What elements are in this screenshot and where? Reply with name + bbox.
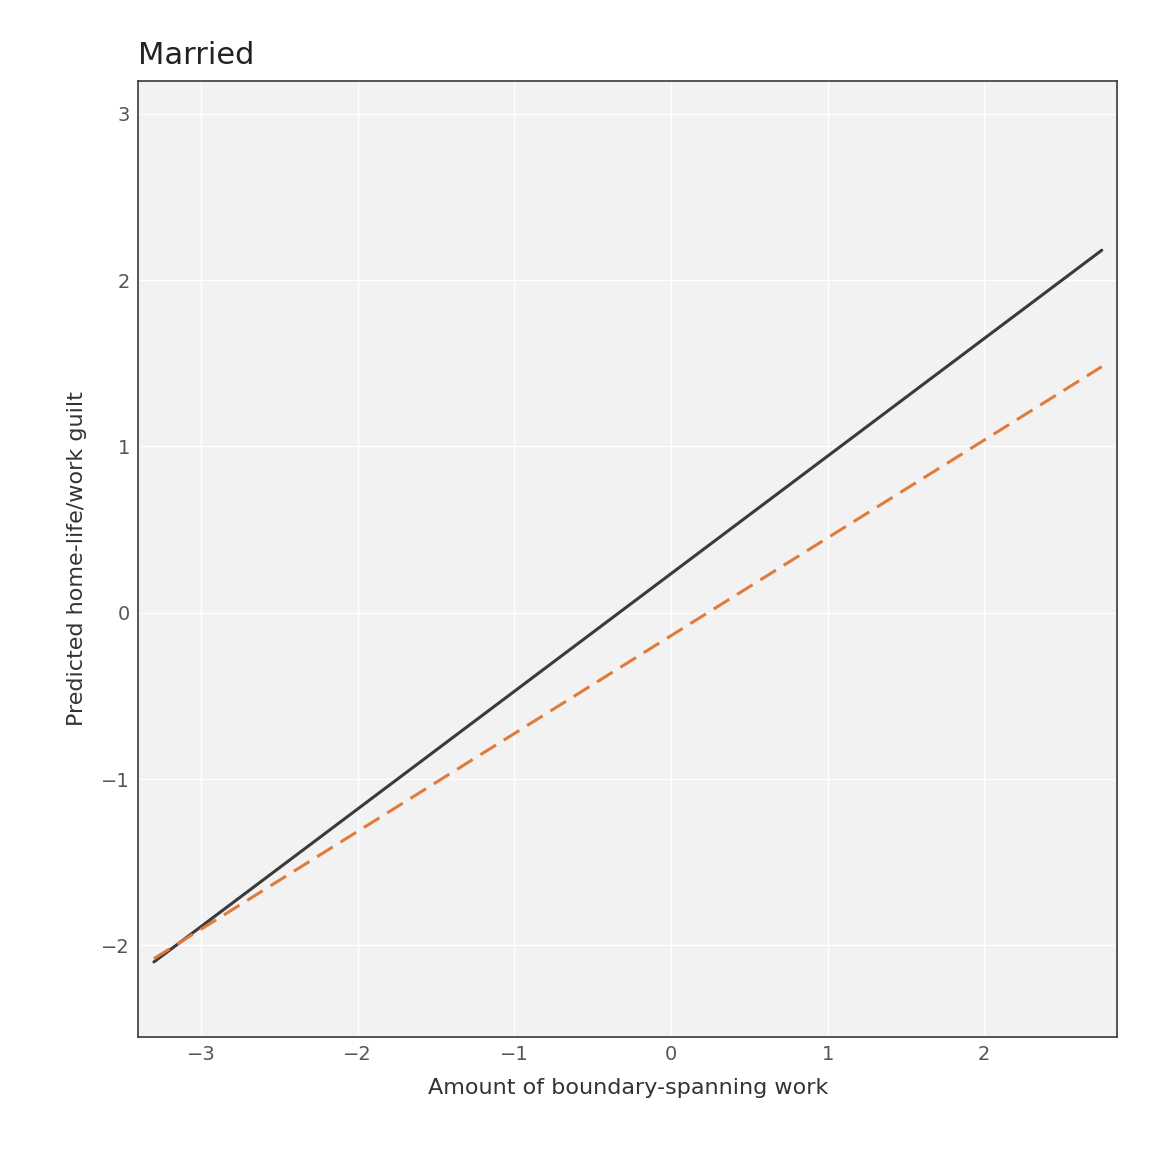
- Text: Married: Married: [138, 41, 255, 70]
- Y-axis label: Predicted home-life/work guilt: Predicted home-life/work guilt: [67, 392, 88, 726]
- X-axis label: Amount of boundary-spanning work: Amount of boundary-spanning work: [427, 1078, 828, 1098]
